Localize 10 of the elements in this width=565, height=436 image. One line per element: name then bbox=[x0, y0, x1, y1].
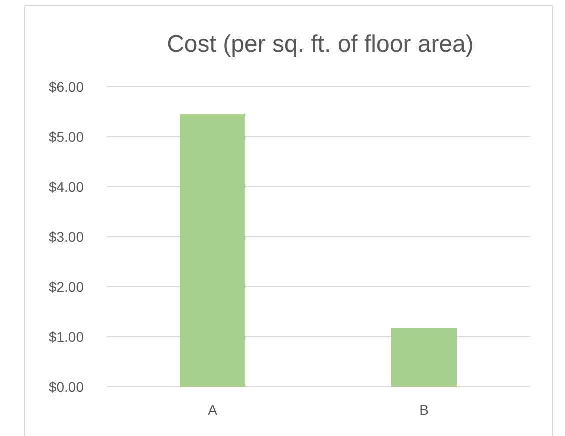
y-tick-label: $0.00 bbox=[48, 378, 84, 395]
y-tick-label: $1.00 bbox=[48, 328, 84, 345]
y-tick-label: $2.00 bbox=[48, 278, 84, 295]
y-tick-label: $5.00 bbox=[48, 128, 84, 145]
x-tick-label: B bbox=[420, 402, 429, 418]
y-tick-label: $6.00 bbox=[48, 78, 84, 95]
chart-title: Cost (per sq. ft. of floor area) bbox=[167, 31, 474, 58]
y-tick-label: $4.00 bbox=[48, 178, 84, 195]
x-tick-label: A bbox=[208, 402, 218, 418]
y-tick-label: $3.00 bbox=[48, 228, 84, 245]
